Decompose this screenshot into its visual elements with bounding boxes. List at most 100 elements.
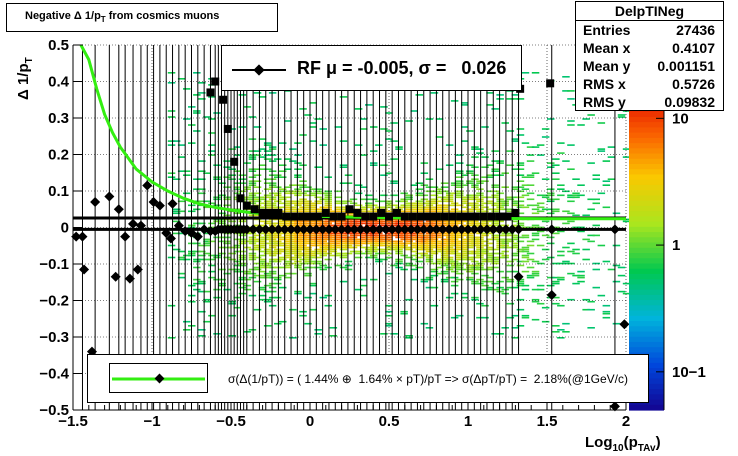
heatmap-cell <box>309 204 317 207</box>
heatmap-cell <box>400 192 408 195</box>
heatmap-cell <box>228 314 236 317</box>
heatmap-cell <box>410 110 418 112</box>
rms-point <box>206 88 215 97</box>
heatmap-cell <box>258 246 267 249</box>
heatmap-cell <box>471 252 479 255</box>
heatmap-cell <box>400 222 408 225</box>
heatmap-cell <box>344 200 353 203</box>
heatmap-cell <box>501 122 509 124</box>
heatmap-cell <box>476 194 484 197</box>
heatmap-cell <box>456 222 464 225</box>
heatmap-cell <box>172 248 181 251</box>
heatmap-cell <box>612 264 621 267</box>
mean-point <box>494 224 505 235</box>
heatmap-cell <box>299 244 307 247</box>
heatmap-cell <box>274 236 282 239</box>
heatmap-cell <box>218 236 226 239</box>
heatmap-cell <box>491 224 499 227</box>
heatmap-cell <box>349 236 358 239</box>
heatmap-cell <box>183 174 191 176</box>
heatmap-cell <box>400 312 408 315</box>
rms-point <box>353 208 362 217</box>
heatmap-cell <box>430 232 439 235</box>
heatmap-cell <box>445 260 454 263</box>
heatmap-cell <box>213 220 221 223</box>
heatmap-cell <box>390 140 398 142</box>
heatmap-cell <box>223 242 231 245</box>
heatmap-cell <box>440 252 449 255</box>
heatmap-cell <box>511 254 520 257</box>
heatmap-cell <box>299 220 307 223</box>
heatmap-cell <box>516 196 525 199</box>
heatmap-cell <box>354 240 363 243</box>
heatmap-cell <box>203 200 211 203</box>
heatmap-cell <box>466 238 474 241</box>
rms-point <box>337 212 346 221</box>
heatmap-cell <box>329 238 338 241</box>
heatmap-cell <box>274 174 282 176</box>
heatmap-cell <box>198 178 206 180</box>
heatmap-cell <box>380 174 388 176</box>
heatmap-cell <box>501 254 509 257</box>
heatmap-cell <box>339 236 348 239</box>
heatmap-cell <box>435 258 444 261</box>
heatmap-cell <box>420 246 429 249</box>
heatmap-cell <box>547 162 555 164</box>
heatmap-cell <box>466 222 474 225</box>
heatmap-cell <box>430 202 439 205</box>
heatmap-cell <box>177 144 186 146</box>
heatmap-cell <box>268 266 277 269</box>
heatmap-cell <box>420 322 429 325</box>
heatmap-cell <box>577 194 585 197</box>
heatmap-cell <box>223 160 231 162</box>
heatmap-cell <box>339 242 348 245</box>
heatmap-cell <box>213 296 221 299</box>
heatmap-cell <box>486 220 494 223</box>
heatmap-cell <box>198 310 206 313</box>
heatmap-cell <box>177 276 186 279</box>
heatmap-cell <box>481 244 489 247</box>
heatmap-cell <box>263 222 272 225</box>
heatmap-cell <box>228 300 236 303</box>
heatmap-cell <box>415 242 423 245</box>
heatmap-cell <box>471 282 479 285</box>
heatmap-cell <box>238 262 247 265</box>
heatmap-cell <box>552 178 560 180</box>
heatmap-cell <box>274 248 282 251</box>
heatmap-cell <box>440 204 449 207</box>
heatmap-cell <box>552 198 560 201</box>
heatmap-cell <box>405 240 413 243</box>
heatmap-cell <box>309 262 317 265</box>
heatmap-cell <box>552 210 560 213</box>
heatmap-cell <box>223 186 231 188</box>
heatmap-cell <box>289 224 297 227</box>
heatmap-cell <box>258 262 267 265</box>
heatmap-cell <box>466 278 474 281</box>
mean-point <box>298 224 309 235</box>
heatmap-cell <box>253 200 262 203</box>
heatmap-cell <box>506 278 515 281</box>
heatmap-cell <box>506 150 515 152</box>
heatmap-cell <box>167 172 176 174</box>
mean-point <box>173 220 184 231</box>
heatmap-cell <box>577 184 585 186</box>
heatmap-cell <box>440 260 449 263</box>
colorbar-segment <box>629 284 664 291</box>
heatmap-cell <box>299 234 307 237</box>
stats-row: RMS x 0.5726 <box>583 76 715 92</box>
heatmap-cell <box>258 238 267 241</box>
heatmap-cell <box>304 252 312 255</box>
heatmap-cell <box>390 246 398 249</box>
heatmap-cell <box>466 202 474 205</box>
heatmap-cell <box>193 242 201 245</box>
heatmap-cell <box>541 208 550 211</box>
stats-row: Entries 27436 <box>583 22 715 38</box>
heatmap-cell <box>466 258 474 261</box>
heatmap-cell <box>562 331 570 333</box>
heatmap-cell <box>440 254 449 257</box>
heatmap-cell <box>440 280 449 283</box>
heatmap-cell <box>476 282 484 285</box>
heatmap-cell <box>268 242 277 245</box>
heatmap-cell <box>476 192 484 195</box>
heatmap-cell <box>425 206 434 209</box>
